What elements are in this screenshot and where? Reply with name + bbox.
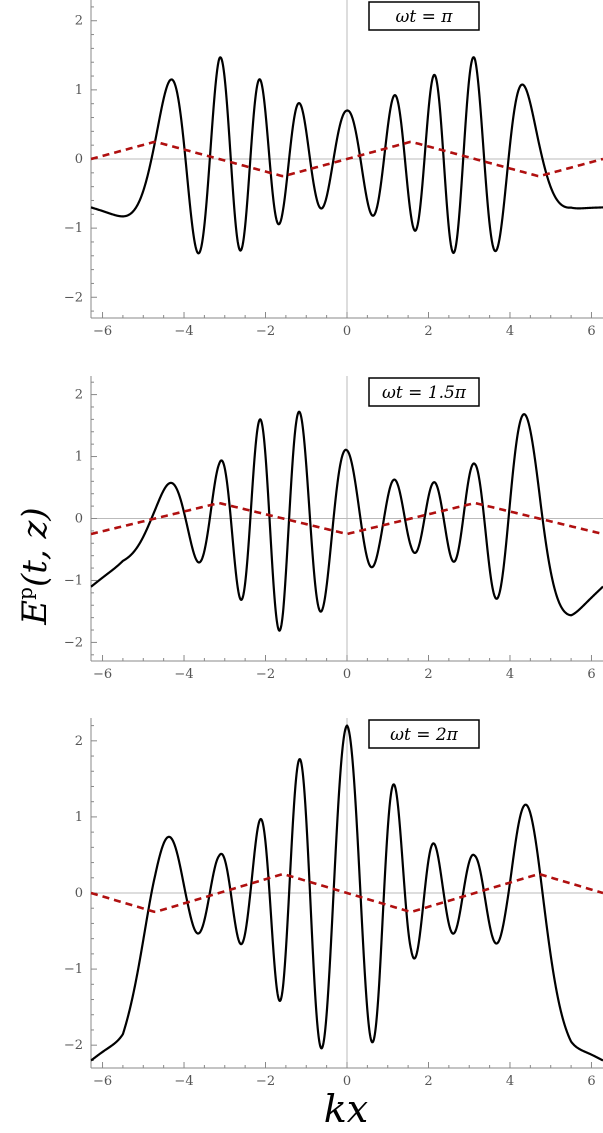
x-tick-label: 0 [343,1074,351,1089]
series-line-solid [90,410,603,632]
y-tick-label: 0 [75,152,83,167]
y-tick-label: 1 [75,810,83,825]
y-tick-label: −2 [64,290,83,305]
y-tick-label: 2 [75,14,83,29]
panel-label-box [368,1,480,31]
x-tick-label: 2 [424,1074,432,1089]
x-tick-label: 6 [587,324,595,339]
x-tick-label: −4 [174,667,193,682]
x-tick-label: 4 [506,667,514,682]
y-tick-label: −2 [64,1038,83,1053]
x-tick-label: −4 [174,324,193,339]
y-axis-label: Ep(t, z) [13,507,55,625]
y-tick-label: −1 [64,962,83,977]
series-line-solid [90,724,603,1062]
y-tick-label: 1 [75,450,83,465]
panel-label-box [368,377,480,407]
x-tick-label: −6 [93,667,112,682]
x-tick-label: −2 [256,324,275,339]
y-tick-label: 1 [75,83,83,98]
x-tick-label: 2 [424,667,432,682]
x-tick-label: 0 [343,667,351,682]
y-tick-label: −2 [64,635,83,650]
panel-label-box [368,719,480,749]
y-axis-label-sup: p [13,587,37,600]
series-line-solid [90,56,603,255]
panel-1: −6 −4 −2 0 2 4 6 −2 −1 0 1 2 ωt = π [64,0,603,339]
y-tick-label: 2 [75,388,83,403]
x-tick-label: −2 [256,667,275,682]
x-tick-label: −6 [93,1074,112,1089]
series-line-dashed [90,501,603,536]
panel-3: −6 −4 −2 0 2 4 6 −2 −1 0 1 2 ωt = 2π [64,718,603,1089]
x-tick-label: −4 [174,1074,193,1089]
panel-label: ωt = 2π [390,725,459,745]
x-tick-label: 2 [424,324,432,339]
y-tick-label: −1 [64,221,83,236]
panel-label: ωt = π [396,7,454,27]
x-tick-label: 4 [506,324,514,339]
x-tick-label: 0 [343,324,351,339]
x-tick-label: −2 [256,1074,275,1089]
x-axis-label: kx [324,1087,368,1131]
panel-label: ωt = 1.5π [382,383,467,403]
panel-2: −6 −4 −2 0 2 4 6 −2 −1 0 1 2 ωt = 1.5π [64,376,603,682]
x-tick-label: 4 [506,1074,514,1089]
panels: −6 −4 −2 0 2 4 6 −2 −1 0 1 2 ωt = π −6 −4 −2 0 2 4 6 −2 −1 0 1 2… [64,0,603,1089]
y-axis-label-main: E [15,600,55,626]
y-axis-label-args: (t, z) [15,507,55,587]
series-line-dashed [90,872,603,914]
y-tick-label: 0 [75,886,83,901]
x-tick-label: 6 [587,1074,595,1089]
x-tick-label: −6 [93,324,112,339]
y-tick-label: −1 [64,573,83,588]
y-tick-label: 0 [75,512,83,527]
x-tick-label: 6 [587,667,595,682]
y-tick-label: 2 [75,734,83,749]
series-line-dashed [90,140,603,178]
